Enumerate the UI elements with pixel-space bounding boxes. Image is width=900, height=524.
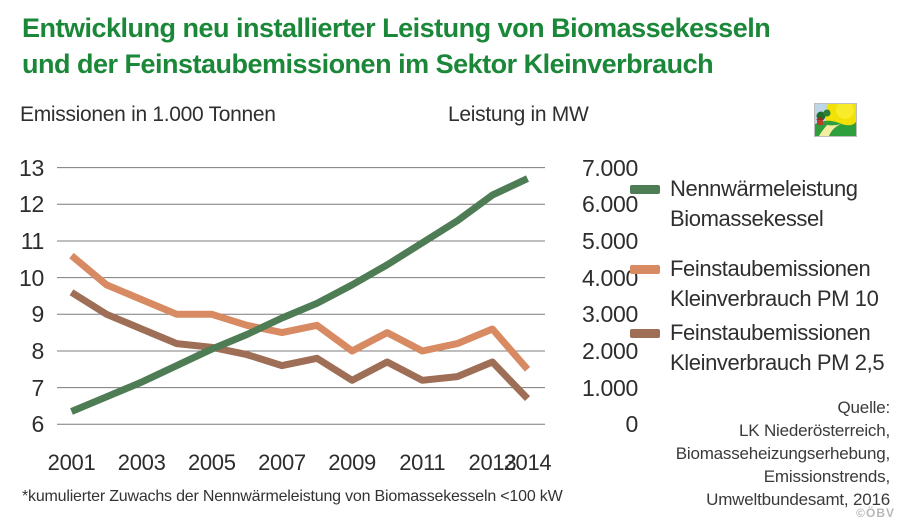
right-axis-tick-label: 5.000 <box>581 227 638 254</box>
left-axis-tick-label: 6 <box>31 411 45 438</box>
left-axis-tick-label: 9 <box>31 301 45 328</box>
left-axis-tick-label: 7 <box>31 374 45 401</box>
series-line-feinstaubemissionen-kleinverbrauch-pm-10 <box>69 252 531 372</box>
chart-title: Entwicklung neu installierter Leistung v… <box>22 10 892 82</box>
legend-swatch-salmon-icon <box>630 265 660 274</box>
x-axis-tick-label: 2003 <box>117 450 166 475</box>
x-axis-tick-label: 2011 <box>399 450 446 475</box>
right-axis-tick-label: 6.000 <box>581 191 638 218</box>
x-axis-tick-label: 2014 <box>503 450 552 475</box>
left-axis-title: Emissionen in 1.000 Tonnen <box>20 103 276 126</box>
source-line: LK Niederösterreich, <box>739 421 890 440</box>
left-axis-tick-label: 11 <box>20 227 45 254</box>
gridlines <box>57 167 545 425</box>
right-axis-tick-label: 3.000 <box>581 301 638 328</box>
source-attribution: Quelle: LK Niederösterreich, Biomassehei… <box>676 396 890 511</box>
legend-label: Feinstaubemissionen Kleinverbrauch PM 10 <box>670 254 879 314</box>
x-axis-tick-label: 2013 <box>468 450 517 475</box>
source-line: Biomasseheizungserhebung, <box>675 444 890 463</box>
right-axis-tick-label: 0 <box>625 411 639 438</box>
landscape-logo-icon <box>815 101 856 136</box>
source-line: Emissionstrends, <box>763 467 890 486</box>
right-axis-title: Leistung in MW <box>448 103 589 126</box>
series-line-feinstaubemissionen-kleinverbrauch-pm-2-5 <box>69 289 531 402</box>
right-axis-tick-label: 2.000 <box>581 337 638 364</box>
right-axis-tick-label: 7.000 <box>581 154 638 181</box>
left-axis-tick-label: 13 <box>19 154 44 181</box>
x-axis-tick-label: 2005 <box>187 450 236 475</box>
series-line-nennw-rmeleistung-biomassekessel <box>70 175 529 415</box>
legend-label-line1: Nennwärmeleistung <box>670 176 858 201</box>
legend-label-line1: Feinstaubemissionen <box>670 256 871 281</box>
legend-label-line2: Biomassekessel <box>670 206 824 231</box>
legend-label-line1: Feinstaubemissionen <box>670 320 871 345</box>
x-axis-tick-label: 2009 <box>328 450 376 475</box>
x-axis-tick-label: 2001 <box>47 450 96 475</box>
x-axis-tick-label: 2007 <box>258 450 306 475</box>
right-axis-tick-label: 4.000 <box>581 264 638 291</box>
right-axis-tick-label: 1.000 <box>581 374 638 401</box>
legend-item-pm10: Feinstaubemissionen Kleinverbrauch PM 10 <box>630 254 879 314</box>
chart-title-line1: Entwicklung neu installierter Leistung v… <box>22 13 771 43</box>
footnote: *kumulierter Zuwachs der Nennwärmeleistu… <box>22 488 563 505</box>
source-line: Umweltbundesamt, 2016 <box>706 490 890 509</box>
chart-title-line2: und der Feinstaubemissionen im Sektor Kl… <box>22 49 714 79</box>
legend-item-pm25: Feinstaubemissionen Kleinverbrauch PM 2,… <box>630 318 885 378</box>
legend-label-line2: Kleinverbrauch PM 10 <box>670 286 879 311</box>
publisher-logo <box>814 101 857 137</box>
left-axis-tick-label: 8 <box>31 337 45 364</box>
legend-swatch-green-icon <box>630 185 660 194</box>
watermark: ©ÖBV <box>856 506 895 520</box>
legend-label-line2: Kleinverbrauch PM 2,5 <box>670 350 885 375</box>
legend-item-nennwaermeleistung: Nennwärmeleistung Biomassekessel <box>630 174 858 234</box>
legend-label: Feinstaubemissionen Kleinverbrauch PM 2,… <box>670 318 885 378</box>
left-axis-tick-label: 10 <box>19 264 44 291</box>
source-line: Quelle: <box>837 398 891 417</box>
left-axis-tick-label: 12 <box>19 191 44 218</box>
legend-swatch-brown-icon <box>630 329 660 338</box>
legend-label: Nennwärmeleistung Biomassekessel <box>670 174 858 234</box>
